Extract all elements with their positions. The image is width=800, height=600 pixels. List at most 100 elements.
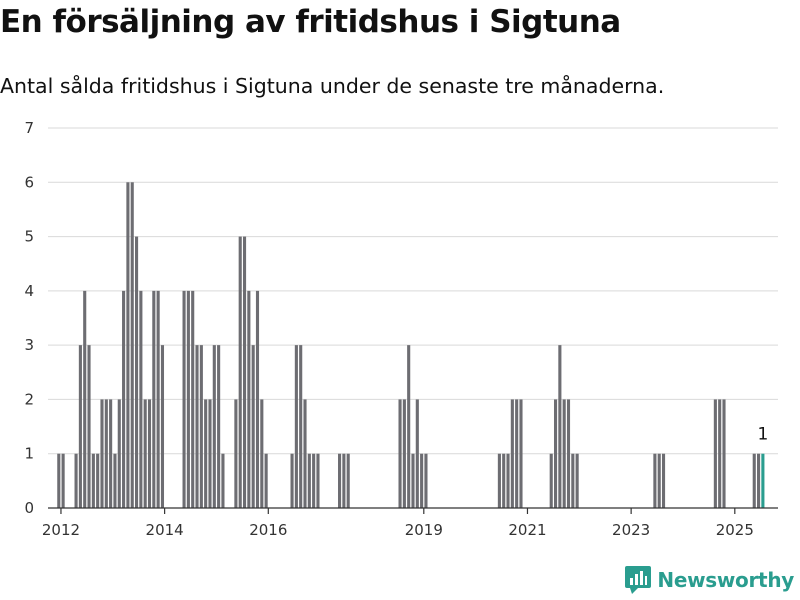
bar — [506, 453, 510, 508]
bar — [752, 453, 756, 508]
y-tick-label: 4 — [24, 282, 34, 300]
bar — [316, 453, 320, 508]
bar — [661, 453, 666, 508]
bar — [411, 453, 415, 508]
bar — [247, 290, 251, 508]
bar — [510, 399, 514, 508]
x-axis-ticks: 2012 2014 2016 2019 2021 2023 2025 — [42, 508, 754, 539]
brand-name: Newsworthy — [657, 568, 794, 592]
x-tick-label: 2016 — [249, 521, 287, 539]
bar — [74, 453, 78, 508]
chart-subtitle: Antal sålda fritidshus i Sigtuna under d… — [0, 74, 665, 98]
y-axis-ticks: 0 1 2 3 4 5 6 7 — [24, 119, 34, 517]
bar — [135, 236, 139, 508]
y-tick-label: 2 — [24, 390, 34, 408]
bar — [100, 399, 104, 508]
bar — [57, 453, 61, 508]
bar — [104, 399, 108, 508]
bar — [424, 453, 428, 508]
y-tick-label: 3 — [24, 336, 34, 354]
bar — [204, 399, 208, 508]
bar — [234, 399, 238, 508]
bar — [657, 453, 661, 508]
highlight-value-label: 1 — [757, 425, 768, 445]
bar — [212, 345, 216, 508]
bar — [87, 345, 91, 508]
bar — [290, 453, 294, 508]
y-tick-label: 5 — [24, 228, 34, 246]
bar — [122, 290, 126, 508]
bar — [718, 399, 722, 508]
bar — [407, 345, 411, 508]
bar-chart: 0 1 2 3 4 5 6 7 2012 2014 2016 2019 2021 2023 2025 1 — [24, 119, 778, 539]
bar — [312, 453, 316, 508]
y-tick-label: 0 — [24, 499, 34, 517]
bar — [143, 399, 147, 508]
bar — [61, 453, 65, 508]
bar — [139, 290, 143, 508]
bar — [217, 345, 221, 508]
x-tick-label: 2014 — [146, 521, 184, 539]
bar — [398, 399, 402, 508]
bar — [553, 399, 558, 508]
bar — [238, 236, 242, 508]
bar — [147, 399, 152, 508]
bar — [264, 453, 268, 508]
bar — [221, 453, 225, 508]
bar — [713, 399, 717, 508]
bar — [255, 290, 260, 508]
bar — [186, 290, 190, 508]
bar — [299, 345, 303, 508]
bar — [96, 453, 100, 508]
x-tick-label: 2019 — [405, 521, 443, 539]
bar — [558, 345, 562, 508]
bar — [78, 345, 82, 508]
bar — [260, 399, 264, 508]
x-tick-label: 2023 — [612, 521, 650, 539]
bar — [126, 182, 130, 508]
brand: Newsworthy — [625, 566, 794, 594]
y-tick-label: 6 — [24, 173, 34, 191]
bar — [303, 399, 307, 508]
bar — [160, 345, 165, 508]
bar — [566, 399, 571, 508]
bar — [415, 399, 419, 508]
bar — [338, 453, 342, 508]
bar — [342, 453, 346, 508]
newsworthy-logo-icon — [625, 566, 652, 594]
x-tick-label: 2021 — [508, 521, 546, 539]
chart-title: En försäljning av fritidshus i Sigtuna — [0, 4, 621, 40]
bar — [117, 399, 121, 508]
bar — [242, 236, 247, 508]
bar — [182, 290, 186, 508]
y-tick-label: 7 — [24, 119, 34, 137]
bar — [497, 453, 501, 508]
bar — [502, 453, 506, 508]
bar — [156, 290, 160, 508]
bar — [653, 453, 657, 508]
bar — [199, 345, 203, 508]
bar — [109, 399, 113, 508]
bar — [113, 453, 117, 508]
bar — [549, 453, 553, 508]
x-tick-label: 2012 — [42, 521, 80, 539]
bar-highlight — [761, 453, 765, 508]
bar — [571, 453, 575, 508]
bar — [346, 453, 350, 508]
bar — [515, 399, 519, 508]
bar — [251, 345, 255, 508]
bar — [562, 399, 566, 508]
bar — [757, 453, 761, 508]
bar — [519, 399, 523, 508]
bar — [294, 345, 298, 508]
gridlines — [48, 127, 778, 455]
bar — [307, 453, 311, 508]
bar — [402, 399, 406, 508]
bar — [195, 345, 199, 508]
x-tick-label: 2025 — [716, 521, 754, 539]
bar — [208, 399, 212, 508]
bar — [130, 182, 134, 508]
bar — [575, 453, 579, 508]
bars — [57, 182, 765, 508]
bar — [152, 290, 156, 508]
